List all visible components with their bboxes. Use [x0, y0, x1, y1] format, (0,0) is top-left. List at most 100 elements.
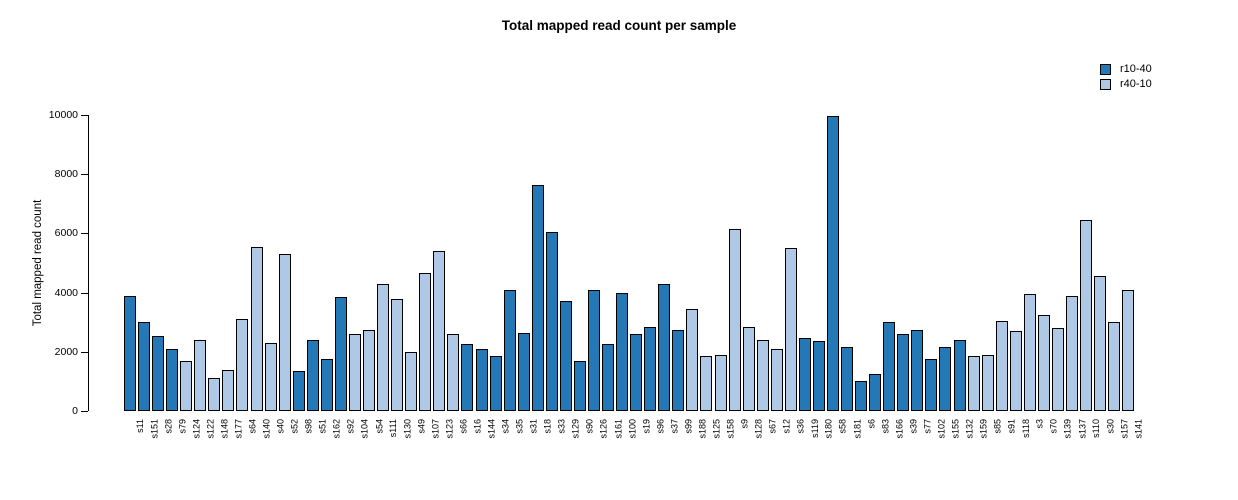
x-axis-label-s166: s166 [894, 419, 905, 439]
bar-s35 [503, 289, 516, 411]
bar-s31 [517, 332, 530, 411]
bar-s11 [124, 295, 136, 411]
legend: r10-40 r40-10 [1100, 62, 1152, 92]
x-axis-label-s188: s188 [697, 419, 708, 439]
x-axis-label-s91: s91 [1006, 419, 1017, 434]
x-axis-label-s161: s161 [613, 419, 624, 439]
bar-s77 [911, 329, 924, 411]
x-axis-label-s3: s3 [1034, 419, 1045, 429]
bar-s130 [391, 298, 404, 411]
bar-s28 [152, 335, 165, 411]
x-axis-label-s77: s77 [922, 419, 933, 434]
y-axis-tick-label: 10000 [48, 109, 78, 121]
x-axis-label-s180: s180 [823, 419, 834, 439]
bar-s124 [180, 360, 193, 411]
x-axis-label-s19: s19 [641, 419, 652, 434]
x-axis-label-s36: s36 [795, 419, 806, 434]
bar-s39 [897, 334, 910, 411]
bar-s102 [925, 359, 938, 411]
bar-s129 [559, 301, 572, 411]
bar-s37 [658, 283, 671, 411]
bar-s70 [1037, 314, 1050, 411]
x-axis-label-s157: s157 [1119, 419, 1130, 439]
x-axis-label-s177: s177 [233, 419, 244, 439]
x-axis-label-s118: s118 [1020, 419, 1031, 438]
bar-s161 [602, 344, 615, 411]
legend-swatch-r40-10 [1100, 79, 1111, 90]
x-axis-label-s37: s37 [669, 419, 680, 434]
bar-s49 [405, 351, 418, 411]
bar-s9 [728, 228, 741, 411]
x-axis-label-s137: s137 [1077, 419, 1088, 439]
x-axis-label-s110: s110 [1091, 419, 1102, 438]
bar-s122 [194, 339, 207, 411]
bar-s40 [264, 342, 277, 411]
bar-s118 [1009, 331, 1022, 411]
bar-s54 [363, 329, 376, 411]
x-axis-label-s49: s49 [416, 419, 427, 434]
x-axis-label-s119: s119 [809, 419, 820, 438]
bar-s151 [138, 322, 151, 411]
x-axis-label-s98: s98 [303, 419, 314, 434]
x-axis-label-s70: s70 [1048, 419, 1059, 434]
bar-s139 [1051, 328, 1064, 411]
legend-label-r10-40: r10-40 [1120, 63, 1152, 75]
y-axis-title: Total mapped read count [32, 199, 44, 327]
bar-s3 [1023, 294, 1036, 411]
x-axis-label-s52: s52 [289, 419, 300, 434]
x-axis-label-s67: s67 [767, 419, 778, 434]
x-axis-label-s34: s34 [500, 419, 511, 434]
x-axis-label-s39: s39 [908, 419, 919, 434]
x-axis-label-s51: s51 [317, 419, 328, 434]
x-axis-label-s100: s100 [627, 419, 638, 439]
bar-s91 [995, 320, 1008, 411]
bar-s52 [278, 254, 291, 411]
bar-s98 [292, 371, 305, 411]
x-axis-label-s111: s111 [388, 419, 399, 438]
x-axis-label-s140: s140 [261, 419, 272, 439]
y-axis-tick [81, 292, 88, 294]
bar-s18 [531, 184, 544, 411]
bar-s180 [812, 341, 825, 411]
bar-s33 [545, 231, 558, 411]
x-axis-label-s130: s130 [402, 419, 413, 439]
x-axis-label-s54: s54 [374, 419, 385, 434]
bar-s128 [742, 326, 755, 411]
bar-s155 [939, 347, 952, 411]
y-axis-tick-label: 4000 [54, 286, 78, 299]
bar-s123 [433, 251, 446, 411]
bar-s125 [700, 356, 713, 411]
x-axis-label-s66: s66 [458, 419, 469, 434]
y-axis-tick [81, 174, 88, 176]
bar-s90 [573, 360, 586, 411]
bar-s96 [644, 326, 657, 411]
x-axis-label-s148: s148 [219, 419, 230, 439]
bar-s148 [208, 378, 221, 411]
bar-s119 [798, 338, 811, 411]
bar-s36 [784, 248, 797, 411]
bar-s181 [841, 347, 854, 411]
x-axis-label-s155: s155 [950, 419, 961, 439]
bar-s66 [447, 334, 460, 411]
x-axis-label-s158: s158 [725, 419, 736, 439]
x-axis-label-s83: s83 [880, 419, 891, 434]
y-axis-tick-label: 2000 [54, 345, 78, 358]
bar-s58 [827, 116, 839, 411]
x-axis-label-s141: s141 [1133, 419, 1144, 439]
bar-s159 [967, 356, 980, 411]
x-axis-label-s132: s132 [964, 419, 975, 439]
bar-s83 [869, 374, 882, 411]
bar-s111 [377, 283, 390, 411]
bar-s19 [630, 334, 643, 411]
bar-s34 [489, 356, 502, 411]
bar-s79 [166, 348, 179, 411]
bar-s158 [714, 354, 727, 411]
bar-s99 [672, 329, 685, 411]
x-axis-label-s124: s124 [191, 419, 202, 439]
legend-swatch-r10-40 [1100, 64, 1111, 75]
legend-label-r40-10: r40-10 [1120, 78, 1152, 90]
x-axis-label-s90: s90 [584, 419, 595, 434]
x-axis-label-s122: s122 [205, 419, 216, 439]
legend-item-r10-40: r10-40 [1100, 62, 1152, 77]
